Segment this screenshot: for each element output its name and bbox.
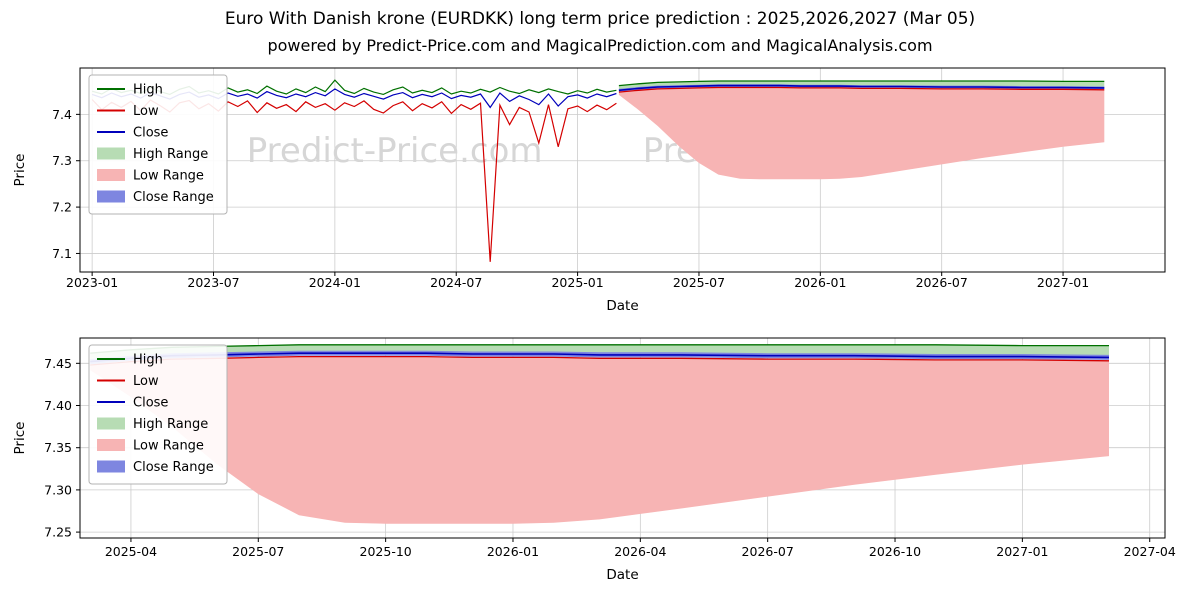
high-prediction-line bbox=[618, 80, 1105, 87]
x-tick-label: 2026-07 bbox=[916, 275, 968, 290]
watermark-text: Predict-Price.com bbox=[247, 131, 543, 171]
y-tick-label: 7.1 bbox=[52, 246, 72, 261]
x-tick-label: 2023-01 bbox=[66, 275, 118, 290]
x-tick-label: 2025-07 bbox=[232, 544, 284, 559]
page-title: Euro With Danish krone (EURDKK) long ter… bbox=[224, 9, 976, 29]
legend-patch-swatch bbox=[97, 439, 125, 451]
x-tick-label: 2025-07 bbox=[673, 275, 725, 290]
legend-patch-swatch bbox=[97, 147, 125, 160]
x-tick-label: 2026-07 bbox=[742, 544, 794, 559]
legend-label: Low bbox=[133, 104, 159, 119]
x-tick-label: 2024-01 bbox=[309, 275, 361, 290]
x-tick-label: 2027-01 bbox=[996, 544, 1048, 559]
axes-border bbox=[79, 67, 1166, 273]
y-tick-label: 7.30 bbox=[44, 482, 72, 497]
legend-label: Low Range bbox=[133, 439, 204, 454]
y-tick-label: 7.3 bbox=[52, 153, 72, 168]
legend-label: High bbox=[133, 83, 163, 98]
legend-label: Low Range bbox=[133, 169, 204, 184]
low-prediction-line bbox=[618, 86, 1105, 93]
legend-label: High Range bbox=[133, 147, 208, 162]
legend-patch-swatch bbox=[97, 460, 125, 473]
x-tick-label: 2024-07 bbox=[430, 275, 482, 290]
x-tick-label: 2023-07 bbox=[187, 275, 239, 290]
legend-label: Low bbox=[133, 374, 159, 389]
axes-border bbox=[79, 337, 1166, 539]
prediction-detail-chart: Predict-Price.comPredict-Price.com2025-0… bbox=[12, 337, 1176, 583]
low-range-band bbox=[90, 356, 1109, 524]
x-axis-label: Date bbox=[606, 298, 638, 314]
x-tick-label: 2026-01 bbox=[794, 275, 846, 290]
legend-patch-swatch bbox=[97, 417, 125, 430]
legend-patch-swatch bbox=[97, 190, 125, 203]
x-tick-label: 2025-04 bbox=[105, 544, 157, 559]
close-range-band bbox=[90, 350, 1109, 365]
gridlines bbox=[80, 68, 1165, 272]
x-tick-label: 2025-01 bbox=[551, 275, 603, 290]
y-tick-label: 7.25 bbox=[44, 525, 72, 540]
y-tick-label: 7.4 bbox=[52, 107, 72, 122]
full-history-and-prediction-chart: Predict-Price.comPredict-Price.com2023-0… bbox=[12, 67, 1166, 314]
y-tick-label: 7.40 bbox=[44, 398, 72, 413]
legend-label: High bbox=[133, 353, 163, 368]
legend-label: High Range bbox=[133, 417, 208, 432]
legend: High Low Close High Range Low Range Close Ran… bbox=[88, 74, 228, 215]
x-tick-label: 2026-10 bbox=[869, 544, 921, 559]
x-tick-label: 2027-01 bbox=[1037, 275, 1089, 290]
low-range-band bbox=[618, 87, 1105, 180]
legend-patch-swatch bbox=[97, 169, 125, 181]
x-tick-label: 2027-04 bbox=[1124, 544, 1176, 559]
legend-label: Close Range bbox=[133, 460, 214, 475]
x-tick-label: 2026-01 bbox=[487, 544, 539, 559]
x-tick-label: 2026-04 bbox=[614, 544, 666, 559]
y-tick-label: 7.2 bbox=[52, 200, 72, 215]
x-tick-label: 2025-10 bbox=[360, 544, 412, 559]
page-subtitle: powered by Predict-Price.com and Magical… bbox=[267, 36, 933, 55]
y-tick-label: 7.45 bbox=[44, 356, 72, 371]
x-axis-label: Date bbox=[606, 567, 638, 583]
y-tick-label: 7.35 bbox=[44, 440, 72, 455]
legend-label: Close Range bbox=[133, 190, 214, 205]
close-prediction-line bbox=[618, 84, 1105, 92]
legend-label: Close bbox=[133, 396, 168, 411]
y-axis-label: Price bbox=[12, 422, 28, 455]
legend: High Low Close High Range Low Range Close Ran… bbox=[88, 344, 228, 485]
legend-label: Close bbox=[133, 126, 168, 141]
y-axis-label: Price bbox=[12, 154, 28, 187]
